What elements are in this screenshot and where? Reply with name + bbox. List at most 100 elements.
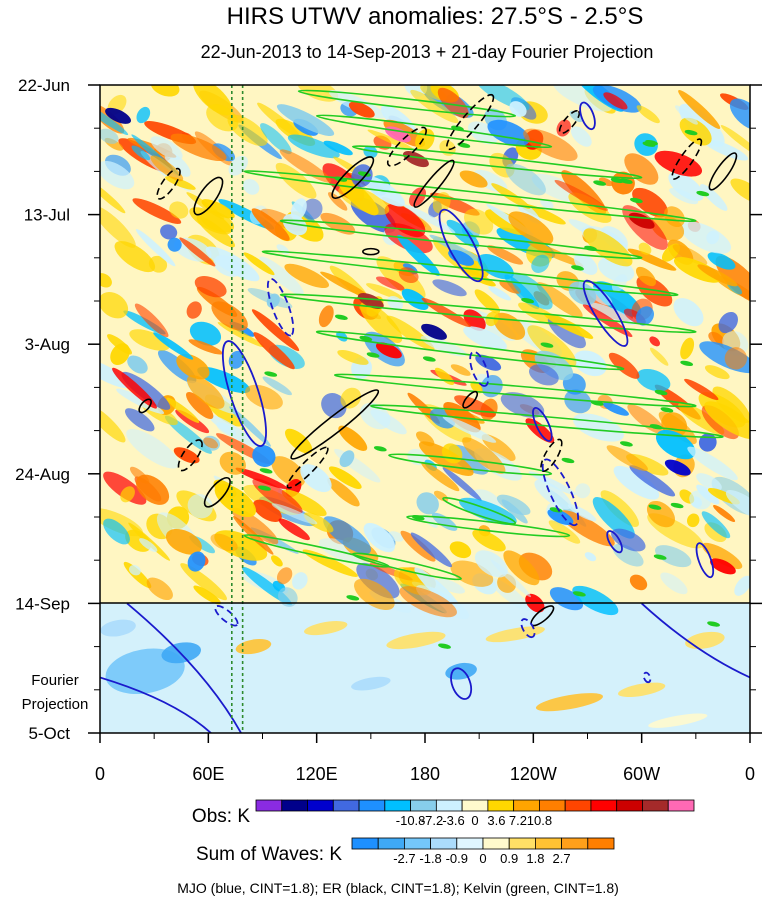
legend-swatch (377, 837, 405, 850)
obs-anomaly-core (448, 249, 475, 266)
mjo-contour (266, 277, 295, 337)
kelvin-contour (351, 552, 462, 581)
obs-anomaly-patch (231, 507, 279, 545)
obs-anomaly-patch (567, 504, 597, 522)
mjo-contour (532, 407, 553, 442)
obs-anomaly-patch (536, 282, 583, 318)
legend-swatch (508, 837, 536, 850)
obs-anomaly-patch (474, 289, 501, 314)
obs-anomaly-patch (292, 572, 308, 590)
obs-anomaly-patch (253, 332, 295, 370)
obs-anomaly-patch (367, 129, 414, 151)
obs-anomaly-patch (116, 388, 165, 414)
obs-anomaly-patch (702, 542, 743, 570)
projection-anomaly-patch (485, 626, 545, 643)
obs-anomaly-patch (131, 145, 151, 161)
legend-swatch (410, 799, 437, 812)
obs-anomaly-patch (370, 409, 407, 435)
obs-anomaly-patch (553, 85, 613, 112)
obs-anomaly-patch (386, 315, 435, 351)
legend-swatch (561, 837, 589, 850)
obs-anomaly-patch (186, 301, 202, 319)
obs-anomaly-patch (706, 230, 720, 245)
obs-anomaly-patch (624, 153, 659, 185)
obs-anomaly-patch (649, 347, 669, 366)
legend-swatch (358, 799, 386, 812)
obs-anomaly-patch (187, 493, 213, 519)
obs-legend-label: Obs: K (192, 806, 250, 827)
obs-anomaly-patch (114, 241, 156, 273)
legend-level-label: 1.8 (526, 851, 544, 866)
kelvin-contour-small (653, 554, 667, 560)
kelvin-contour-small (684, 129, 698, 136)
kelvin-contour (279, 219, 643, 260)
obs-anomaly-patch (186, 375, 225, 409)
mjo-contour (438, 208, 484, 283)
legend-level-label: -10.8 (396, 813, 426, 828)
obs-anomaly-patch (103, 518, 130, 545)
obs-anomaly-patch (724, 347, 748, 370)
obs-anomaly-patch (684, 378, 719, 401)
obs-anomaly-patch (660, 572, 688, 595)
obs-anomaly-patch (100, 358, 131, 389)
legend-swatch (456, 837, 484, 850)
obs-anomaly-patch (243, 252, 275, 276)
obs-anomaly-patch (584, 552, 597, 562)
obs-anomaly-patch (136, 474, 170, 505)
obs-anomaly-patch (611, 274, 628, 292)
kelvin-contour (370, 404, 724, 439)
obs-anomaly-patch (701, 511, 731, 539)
legend-swatch (332, 799, 360, 812)
obs-anomaly-patch (150, 155, 184, 182)
y-tick-label: 22-Jun (18, 76, 70, 95)
obs-anomaly-patch (323, 516, 372, 555)
legend-level-label: 0.9 (500, 851, 518, 866)
obs-anomaly-patch (442, 467, 482, 501)
kelvin-contour-small (438, 643, 451, 649)
mjo-contour (214, 605, 239, 627)
legend-level-label: 0 (471, 813, 478, 828)
kelvin-contour (297, 89, 517, 118)
mjo-contour (582, 279, 629, 347)
anomaly-field (100, 85, 750, 733)
obs-anomaly-patch (125, 408, 155, 432)
obs-anomaly-patch (568, 192, 612, 223)
projection-anomaly-patch (445, 662, 477, 680)
kelvin-contour-small (571, 265, 584, 271)
obs-anomaly-patch (636, 105, 660, 124)
obs-anomaly-patch (166, 397, 200, 423)
obs-anomaly-patch (336, 331, 348, 342)
obs-anomaly-patch (281, 489, 327, 517)
obs-anomaly-patch (401, 288, 429, 311)
obs-anomaly-patch (132, 198, 182, 224)
obs-anomaly-patch (354, 578, 395, 610)
obs-anomaly-patch (523, 128, 578, 162)
obs-anomaly-patch (612, 543, 644, 567)
obs-anomaly-patch (211, 301, 248, 331)
obs-anomaly-patch (510, 272, 553, 310)
legend-swatch (430, 837, 458, 850)
legend-swatch (590, 799, 618, 812)
obs-anomaly-patch (432, 279, 467, 297)
er-contour (386, 126, 427, 167)
obs-anomaly-patch (564, 389, 592, 414)
obs-anomaly-patch (611, 528, 646, 552)
obs-anomaly-patch (437, 87, 469, 119)
obs-anomaly-patch (217, 322, 264, 348)
y-tick-label: 13-Jul (24, 206, 70, 225)
kelvin-contour-small (649, 424, 663, 430)
er-contour (462, 390, 479, 409)
obs-anomaly-patch (598, 177, 613, 187)
kelvin-contour (279, 293, 697, 334)
obs-anomaly-patch (602, 402, 629, 416)
kelvin-contour-small (620, 441, 633, 447)
obs-anomaly-patch (606, 445, 648, 471)
obs-anomaly-patch (496, 494, 531, 516)
obs-anomaly-patch (120, 486, 135, 503)
obs-anomaly-patch (287, 134, 340, 159)
obs-anomaly-patch (570, 126, 592, 147)
obs-anomaly-patch (403, 204, 456, 234)
legend-swatch (487, 799, 515, 812)
obs-anomaly-patch (284, 263, 330, 289)
obs-anomaly-patch (180, 563, 227, 601)
